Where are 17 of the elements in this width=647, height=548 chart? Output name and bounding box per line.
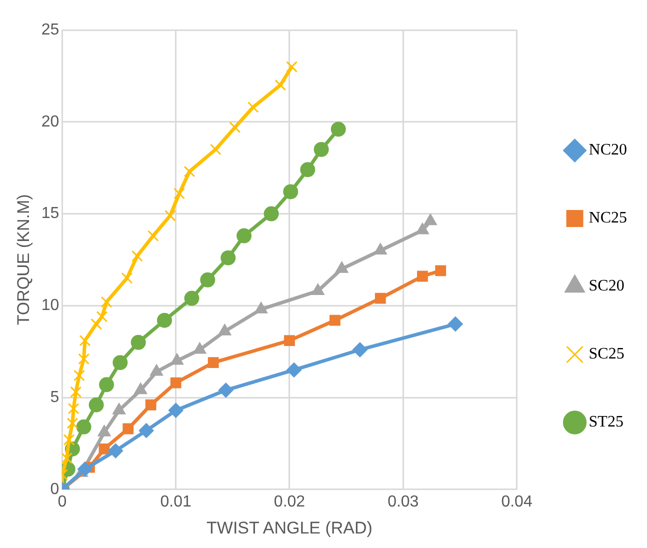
x-tick-label: 0.04 (501, 493, 532, 510)
legend-label: SC25 (588, 346, 624, 363)
legend-label: SC20 (588, 278, 624, 295)
x-tick-label: 0.03 (388, 493, 419, 510)
x-tick-label: 0.02 (274, 493, 306, 510)
y-tick-label: 20 (41, 113, 60, 130)
y-axis-title: TORQUE (KN.M) (14, 194, 33, 326)
y-tick-label: 0 (50, 480, 60, 498)
y-tick-label: 5 (50, 388, 60, 406)
legend-label: ST25 (588, 414, 624, 431)
x-axis-title: TWIST ANGLE (RAD) (206, 518, 372, 538)
legend-label: NC25 (588, 210, 628, 227)
y-tick-label: 25 (41, 21, 60, 38)
legend-label: NC20 (588, 142, 628, 159)
x-tick-label: 0.01 (160, 493, 192, 510)
y-tick-label: 15 (41, 205, 60, 222)
y-tick-label: 10 (41, 297, 60, 314)
